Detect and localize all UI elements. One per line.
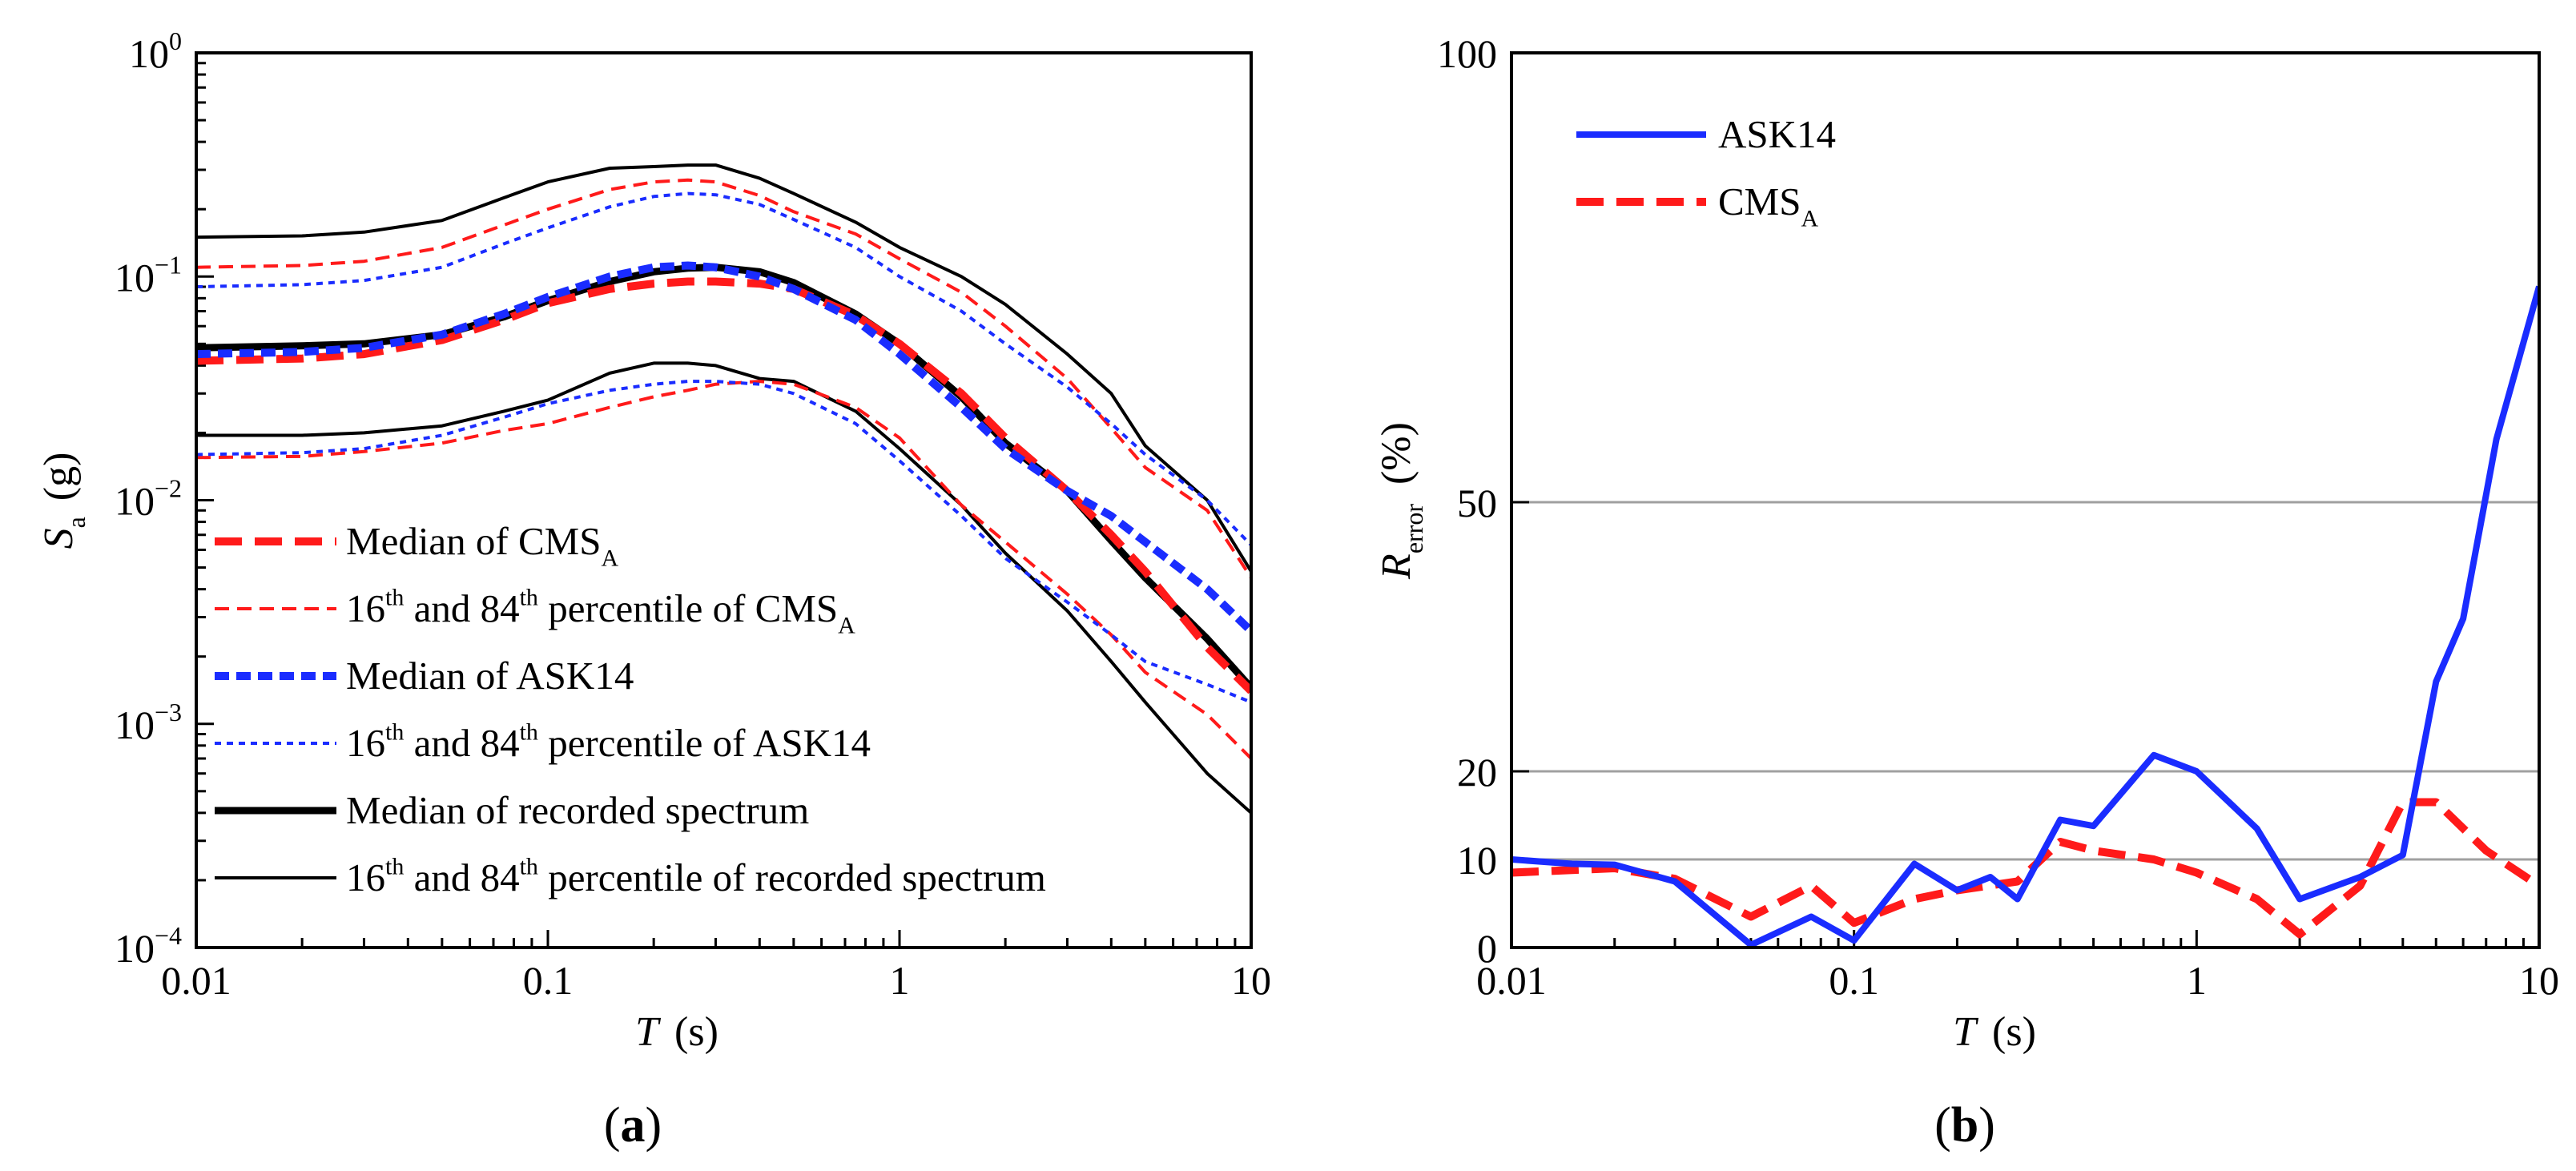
x-tick-label: 0.01 [1476,958,1547,1003]
legend-a-label-1: 16th and 84th percentile of CMSA [346,584,855,638]
legend-b-label-1: CMSA [1718,179,1819,232]
legend-a-label-2-part-0: Median of ASK14 [346,654,634,698]
y-axis-subscript: error [1399,504,1428,554]
legend-a-label-3-part-0: 16 [346,721,385,765]
legend-a-label-2: Median of ASK14 [346,654,634,698]
panel-label-a: (a) [604,1098,662,1153]
x-axis-symbol: T [1953,1009,1978,1055]
plot-frame-a [195,51,1253,949]
y-tick-exponent: −4 [155,921,182,950]
y-tick-exponent: 0 [169,26,182,55]
y-axis-unit: (g) [36,453,82,501]
y-tick-label: 10−4 [115,921,182,971]
series-a-2 [196,163,1251,573]
x-tick-label: 0.1 [523,958,574,1003]
legend-b-label-1-part-1: A [1801,206,1819,232]
y-axis-label-b: Rerror (%) [1374,422,1428,580]
legend-a-label-5-part-2: and 84 [404,855,519,899]
y-axis-symbol: S [36,528,82,549]
series-a-3 [196,277,1251,694]
x-tick-label: 10 [1231,958,1271,1003]
legend-a-label-5-part-1: th [385,853,404,879]
y-tick-exponent: −2 [155,474,182,503]
panel-letter: b [1951,1098,1978,1153]
y-tick-label: 10−2 [115,474,182,524]
legend-a-label-5-part-3: th [520,853,538,879]
legend-a-label-1-part-5: A [838,613,855,639]
legend-b-label-1-part-0: CMS [1718,179,1801,223]
series-a-1 [196,361,1251,815]
series-a-4 [196,380,1251,760]
y-tick-base: 10 [115,479,155,524]
y-tick-label: 10−1 [115,250,182,300]
series-group-b [1511,285,2539,948]
legend-a-label-1-part-0: 16 [346,586,385,630]
y-axis-label-a: Sa (g) [36,453,91,549]
legend-a-label-3: 16th and 84th percentile of ASK14 [346,718,871,765]
y-axis-subscript: a [62,517,91,528]
x-axis-unit: (s) [674,1009,718,1055]
panel-label-b: (b) [1934,1098,1995,1153]
series-a-8 [196,191,1251,546]
legend-a-label-0-part-0: Median of CMS [346,519,602,563]
legend-a-label-5: 16th and 84th percentile of recorded spe… [346,853,1046,899]
y-tick-label: 100 [129,26,182,76]
x-tick-label: 0.1 [1829,958,1879,1003]
plot-frame-b [1510,51,2541,949]
paren: ) [1978,1098,1995,1153]
legend-a-label-5-part-4: percentile of recorded spectrum [538,855,1046,899]
y-tick-base: 10 [129,31,169,76]
paren: ( [1934,1098,1951,1153]
legend-b-label-0-part-0: ASK14 [1718,112,1836,156]
legend-a-label-5-part-0: 16 [346,855,385,899]
legend-a-label-1-part-4: percentile of CMS [538,586,838,630]
y-tick-base: 10 [115,926,155,971]
legend-a-label-1-part-3: th [520,584,538,610]
series-group-a [196,163,1251,815]
paren: ) [646,1098,662,1153]
x-axis-label-b: T (s) [1953,1009,2036,1055]
y-tick-label: 10 [1457,838,1497,883]
y-tick-label: 10−3 [115,698,182,747]
x-axis-unit: (s) [1992,1009,2036,1055]
x-tick-label: 1 [890,958,910,1003]
y-tick-exponent: −3 [155,698,182,726]
legend-a-label-1-part-1: th [385,584,404,610]
y-tick-label: 0 [1477,926,1497,971]
series-b-0 [1511,285,2539,948]
legend-a-label-4: Median of recorded spectrum [346,788,809,832]
legend-a-label-3-part-2: and 84 [404,721,519,765]
legend-a-label-3-part-1: th [385,718,404,745]
y-tick-label: 100 [1437,31,1497,76]
series-a-7 [196,380,1251,704]
y-tick-base: 10 [115,702,155,747]
y-tick-label: 50 [1457,481,1497,525]
legend-a-label-3-part-3: th [520,718,538,745]
x-tick-label: 10 [2519,958,2559,1003]
legend-a-label-1-part-2: and 84 [404,586,519,630]
y-tick-exponent: −1 [155,250,182,279]
series-b-1 [1511,798,2539,939]
legend-a-label-3-part-4: percentile of ASK14 [538,721,871,765]
x-tick-label: 0.01 [161,958,231,1003]
legend-a-label-0: Median of CMSA [346,519,619,572]
paren: ( [604,1098,621,1153]
y-tick-base: 10 [115,255,155,300]
x-axis-symbol: T [635,1009,661,1055]
x-tick-label: 1 [2187,958,2207,1003]
legend-b-label-0: ASK14 [1718,112,1836,156]
legend-a-label-4-part-0: Median of recorded spectrum [346,788,809,832]
y-axis-unit: (%) [1374,422,1419,485]
legend-a-label-0-part-1: A [602,545,619,572]
y-tick-label: 20 [1457,750,1497,795]
panel-letter: a [621,1098,646,1153]
series-a-6 [196,261,1251,634]
x-axis-label-a: T (s) [635,1009,718,1055]
y-axis-symbol: R [1374,553,1419,580]
